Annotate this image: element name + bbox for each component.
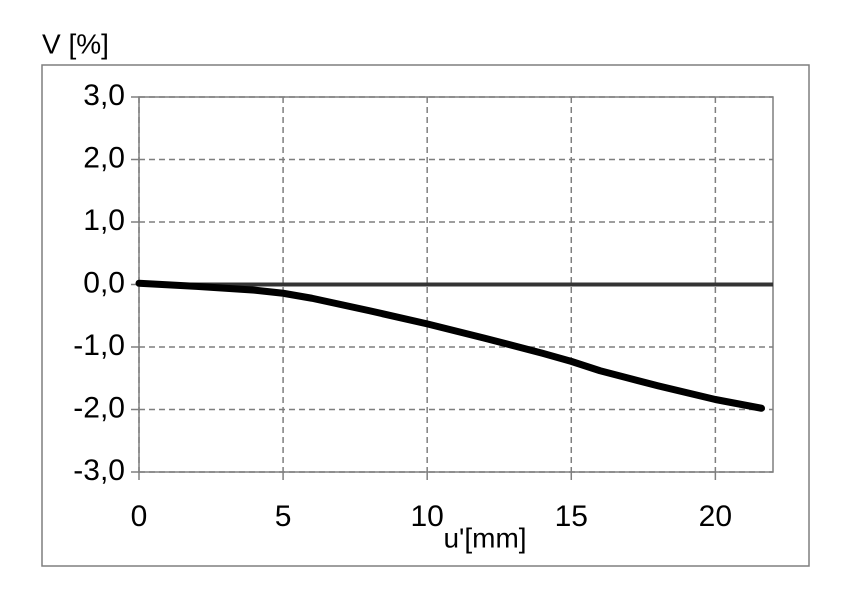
y-axis-label: V [%] [42,28,109,59]
y-tick-label: -3,0 [73,454,125,487]
x-tick-label: 20 [699,500,732,533]
x-tick-label: 15 [555,500,588,533]
x-tick-label: 0 [131,500,148,533]
y-tick-label: 2,0 [83,141,125,174]
y-tick-label: 3,0 [83,79,125,112]
x-tick-label: 10 [410,500,443,533]
data-line [135,279,765,412]
y-tick-label: -1,0 [73,329,125,362]
y-tick-label: 1,0 [83,204,125,237]
y-tick-label: -2,0 [73,391,125,424]
y-tick-label: 0,0 [83,266,125,299]
x-axis-label: u'[mm] [443,522,526,553]
chart-frame [41,64,810,567]
x-tick-label: 5 [275,500,292,533]
